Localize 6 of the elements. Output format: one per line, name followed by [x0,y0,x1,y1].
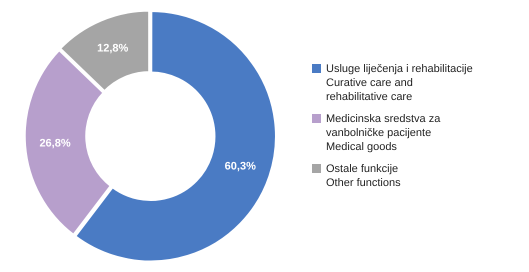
legend-label: Ostale funkcije Other functions [326,162,401,190]
legend-label: Usluge liječenja i rehabilitacije Curative care and rehabilitative care [326,62,473,104]
legend-label: Medicinska sredstva za vanbolničke pacijente Medical goods [326,112,440,154]
data-label: 60,3% [224,160,256,172]
data-label: 26,8% [39,137,71,150]
data-label: 12,8% [97,42,128,54]
